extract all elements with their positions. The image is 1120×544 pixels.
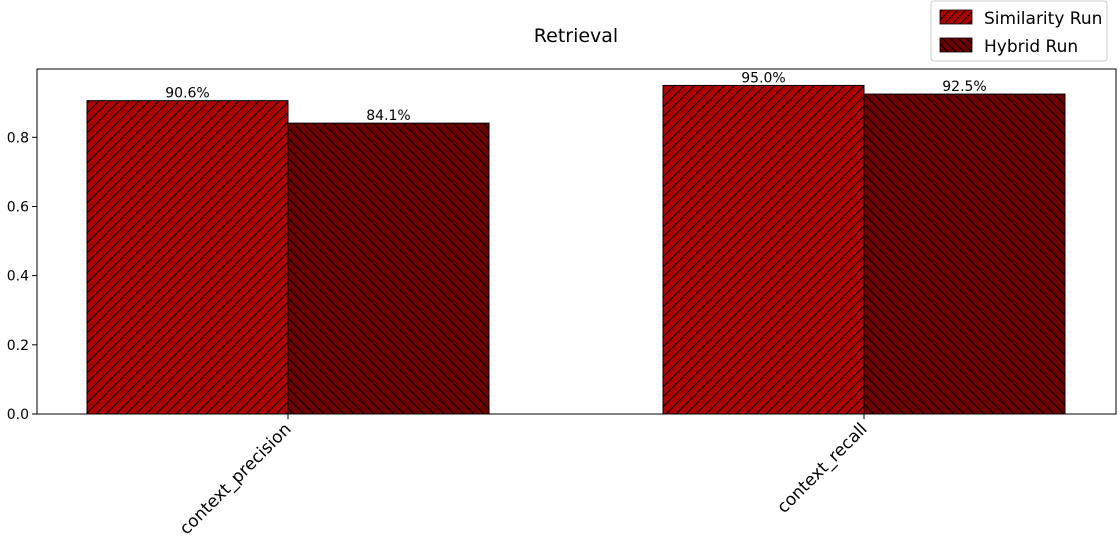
bar-similarity-run-context-recall: [662, 84, 865, 415]
y-tick-label: 0.8: [7, 130, 29, 146]
bars-group: [86, 84, 1066, 415]
plot-area-frame: [36, 68, 1117, 415]
data-label-hybrid-run-context-precision: 84.1%: [366, 108, 410, 124]
bar-similarity-run-context-precision: [86, 100, 289, 415]
x-axis: context_precision context_recall: [176, 414, 872, 539]
x-tick-label-context-precision: context_precision: [176, 419, 296, 539]
chart-title: Retrieval: [534, 25, 618, 47]
legend-frame: [930, 0, 1108, 62]
legend-label-hybrid-run: Hybrid Run: [984, 37, 1078, 57]
y-tick-label: 0.4: [7, 269, 29, 285]
legend-swatch-similarity-run: [939, 9, 973, 25]
legend: Similarity Run Hybrid Run: [930, 0, 1108, 62]
legend-swatch-hybrid-run: [939, 37, 973, 53]
y-tick-label: 0.2: [7, 338, 29, 354]
legend-label-similarity-run: Similarity Run: [984, 9, 1102, 29]
bar-hybrid-run-context-precision: [287, 122, 490, 415]
data-label-similarity-run-context-recall: 95.0%: [741, 70, 785, 86]
data-label-similarity-run-context-precision: 90.6%: [165, 86, 209, 102]
y-tick-label: 0.6: [7, 199, 29, 215]
y-tick-label: 0.0: [7, 407, 29, 423]
bar-hybrid-run-context-recall: [863, 93, 1066, 415]
y-axis: 0.0 0.2 0.4 0.6 0.8: [7, 130, 37, 423]
data-labels-group: 90.6% 84.1% 95.0% 92.5%: [165, 70, 986, 124]
data-label-hybrid-run-context-recall: 92.5%: [942, 79, 986, 95]
x-tick-label-context-recall: context_recall: [773, 419, 871, 517]
